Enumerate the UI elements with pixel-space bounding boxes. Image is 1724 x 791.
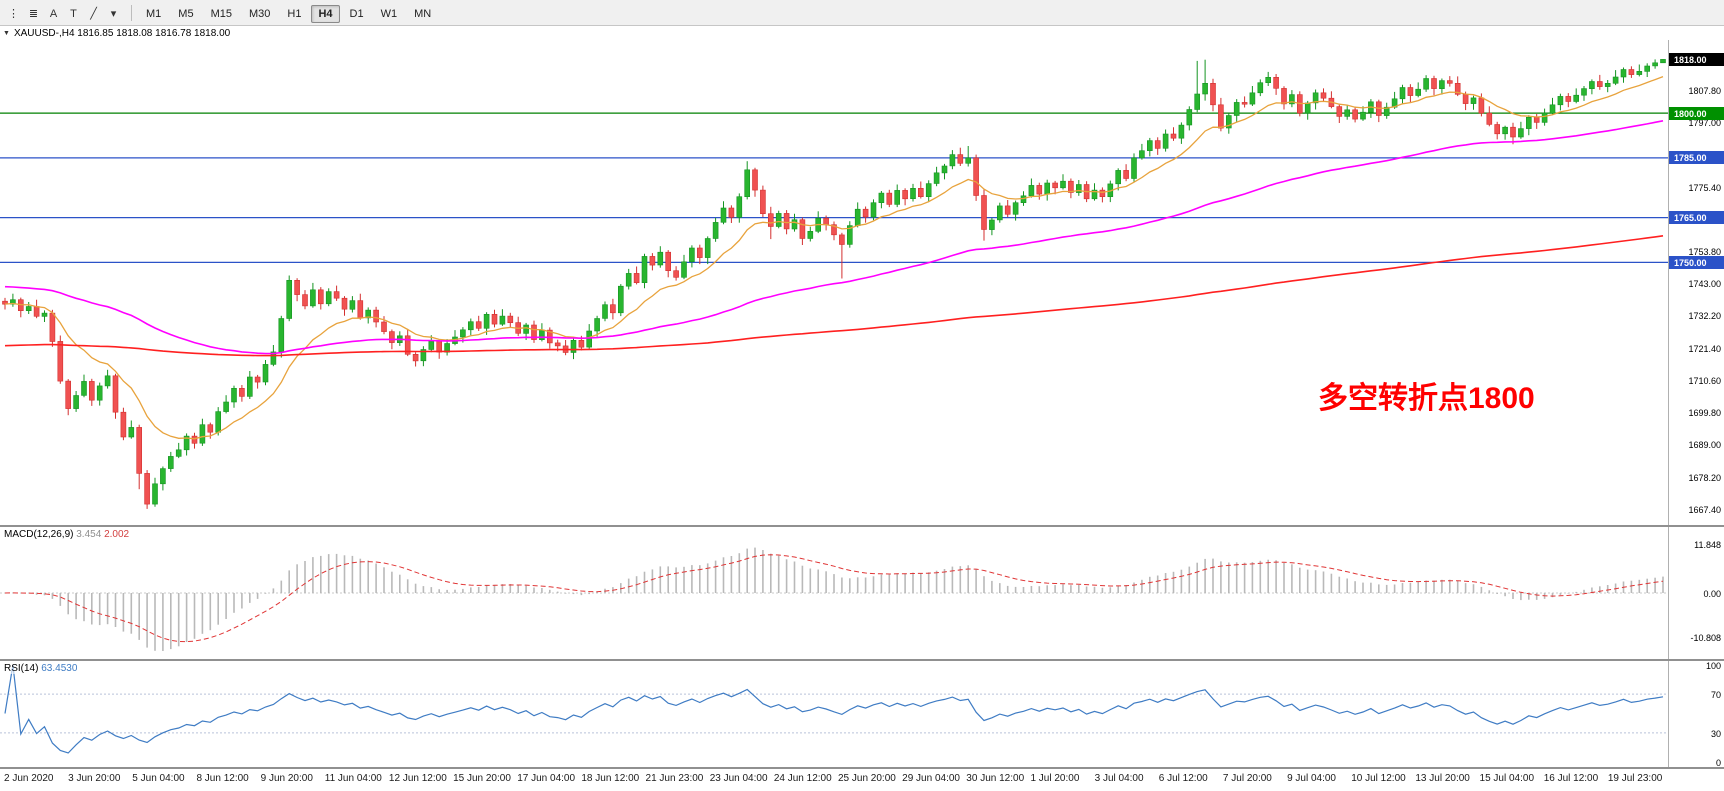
dropdown-caret-icon[interactable]: ▾ [110,7,117,20]
timeframe-button-m1[interactable]: M1 [146,7,162,20]
cursor-tool-icon[interactable]: A [49,7,58,20]
price-tick-label: 1689.00 [1688,440,1721,451]
macd-title: MACD(12,26,9) [4,529,74,540]
macd-axis: 11.848 0.00 -10.808 [1668,527,1724,659]
rsi-axis: 100 70 30 0 [1668,661,1724,768]
time-label: 23 Jun 04:00 [709,773,768,784]
time-label: 12 Jun 12:00 [388,773,447,784]
timeframe-button-m30[interactable]: M30 [248,7,271,20]
price-chart-panel: 1807.80 1797.00 1775.40 1753.80 1743.00 1732.… [0,40,1724,525]
rsi-title: RSI(14) [4,663,39,674]
time-label: 1 Jul 20:00 [1030,773,1080,784]
price-level-box: 1765.00 [1669,211,1724,225]
timeframe-button-m5[interactable]: M5 [178,7,194,20]
time-label: 21 Jun 23:00 [645,773,704,784]
time-label: 29 Jun 04:00 [902,773,960,784]
time-label: 3 Jul 04:00 [1094,773,1144,784]
macd-value-signal: 2.002 [104,529,130,540]
toolbar-separator [131,4,132,21]
time-label: 2 Jun 2020 [4,773,54,784]
time-label: 13 Jul 20:00 [1415,773,1470,784]
macd-axis-label: 11.848 [1694,540,1721,551]
chart-quote-strip: ▼ XAUUSD-,H4 1816.85 1818.08 1816.78 181… [0,26,1724,40]
toolbar-grip-icon[interactable]: ⋮ [8,7,19,20]
macd-axis-label: 0.00 [1703,589,1721,599]
rsi-panel: 100 70 30 0 RSI(14) 63.4530 [0,659,1724,768]
time-axis[interactable]: 2 Jun 2020 3 Jun 20:00 5 Jun 04:00 8 Jun 12… [0,767,1724,791]
time-label: 7 Jul 20:00 [1222,773,1272,784]
timeframe-buttons: M1 M5 M15 M30 H1 H4 D1 W1 MN [139,4,441,23]
price-level-box: 1818.00 [1669,52,1724,66]
price-tick-label: 1699.80 [1688,408,1721,419]
price-tick-label: 1807.80 [1688,85,1721,96]
price-tick-label: 1732.20 [1688,311,1721,322]
time-label: 8 Jun 12:00 [196,773,249,784]
chart-annotation-text: 多空转折点1800 [1318,382,1535,415]
top-toolbar: ⋮ ≣ A T ╱ ▾ M1 M5 M15 M30 H1 H4 D1 W1 MN [0,0,1724,26]
price-tick-label: 1710.60 [1688,375,1721,386]
rsi-axis-label: 70 [1710,690,1721,701]
timeframe-button-w1[interactable]: W1 [380,7,398,20]
draw-tools-icon[interactable]: ╱ [90,7,97,20]
time-label: 30 Jun 12:00 [966,773,1025,784]
candlestick-chart[interactable] [0,40,1668,525]
time-label: 24 Jun 12:00 [773,773,832,784]
macd-axis-label: -10.808 [1690,633,1721,644]
time-label: 25 Jun 20:00 [838,773,896,784]
time-label: 15 Jun 20:00 [453,773,511,784]
time-label: 10 Jul 12:00 [1351,773,1406,784]
timeframe-button-m15[interactable]: M15 [210,7,232,20]
text-tool-icon[interactable]: T [70,7,77,20]
time-label: 19 Jul 23:00 [1607,773,1663,784]
rsi-label: RSI(14) 63.4530 [4,663,78,674]
price-level-box: 1785.00 [1669,151,1724,165]
time-label: 16 Jul 12:00 [1543,773,1599,784]
price-level-box: 1750.00 [1669,255,1724,269]
time-label: 15 Jul 04:00 [1479,773,1535,784]
price-tick-label: 1678.20 [1688,472,1721,483]
price-level-box: 1800.00 [1669,106,1724,120]
time-label: 3 Jun 20:00 [68,773,121,784]
rsi-value: 63.4530 [41,663,78,674]
timeframe-button-h4[interactable]: H4 [311,4,340,23]
macd-label: MACD(12,26,9) 3.454 2.002 [4,529,130,540]
price-tick-label: 1743.00 [1688,279,1721,290]
time-label: 17 Jun 04:00 [517,773,576,784]
macd-chart[interactable] [0,527,1668,659]
time-label: 18 Jun 12:00 [581,773,640,784]
timeframe-button-d1[interactable]: D1 [349,7,364,20]
time-label: 9 Jul 04:00 [1287,773,1336,784]
timeframe-button-mn[interactable]: MN [414,7,432,20]
timeframe-button-h1[interactable]: H1 [287,7,302,20]
rsi-chart[interactable] [0,661,1668,767]
price-tick-label: 1721.40 [1688,343,1721,354]
price-tick-label: 1667.40 [1688,504,1721,515]
price-tick-label: 1797.00 [1688,118,1721,129]
rsi-axis-label: 100 [1705,661,1721,671]
quote-line: XAUUSD-,H4 1816.85 1818.08 1816.78 1818.… [13,27,231,39]
chart-expander-icon[interactable]: ▼ [3,29,10,37]
rsi-axis-label: 30 [1710,728,1721,739]
time-label: 6 Jul 12:00 [1158,773,1208,784]
macd-panel: 11.848 0.00 -10.808 MACD(12,26,9) 3.454 2.… [0,525,1724,659]
time-label: 5 Jun 04:00 [132,773,185,784]
price-tick-label: 1775.40 [1688,182,1721,193]
chart-window-icon[interactable]: ≣ [28,7,39,20]
time-label: 11 Jun 04:00 [324,773,382,784]
price-axis: 1807.80 1797.00 1775.40 1753.80 1743.00 1732.… [1668,40,1724,525]
rsi-axis-label: 0 [1715,758,1721,768]
price-tick-label: 1753.80 [1688,247,1721,257]
macd-value-main: 3.454 [76,529,102,540]
time-label: 9 Jun 20:00 [260,773,313,784]
toolbar-icon-group: ⋮ ≣ A T ╱ ▾ [4,4,124,22]
